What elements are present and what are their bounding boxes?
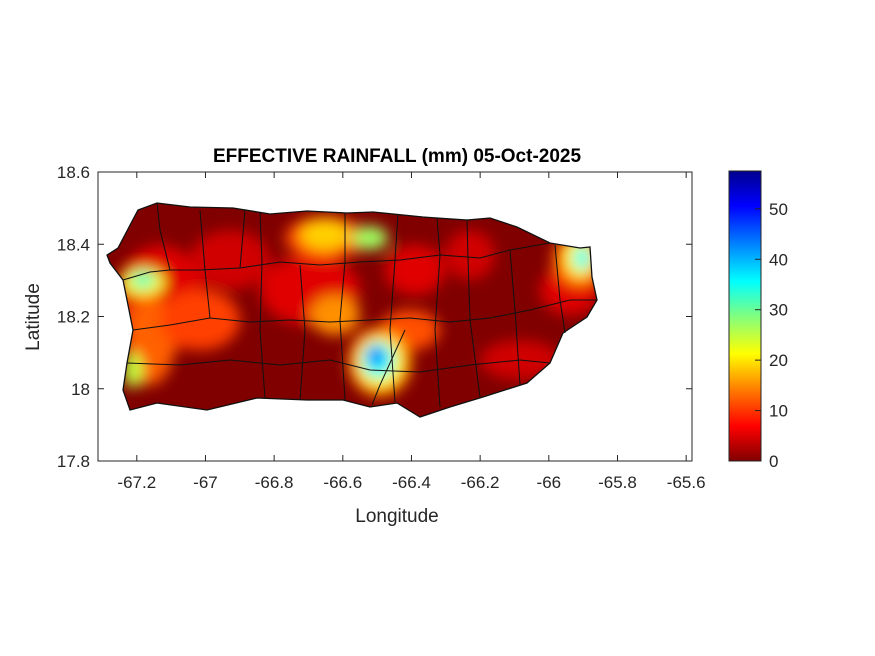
y-tick-label: 18.6: [57, 163, 90, 182]
colorbar-tick-label: 20: [769, 351, 788, 370]
y-tick-label: 18.2: [57, 308, 90, 327]
x-tick-label: -66: [537, 473, 562, 492]
x-axis: -67.2 -67 -66.8 -66.6 -66.4 -66.2 -66 -65.8 -65.…: [117, 172, 706, 492]
x-tick-label: -65.8: [598, 473, 637, 492]
x-tick-label: -65.6: [667, 473, 706, 492]
colorbar: [728, 170, 762, 462]
x-tick-label: -66.4: [392, 473, 431, 492]
y-axis-label: Latitude: [23, 283, 44, 351]
x-tick-label: -66.2: [461, 473, 500, 492]
x-tick-label: -67.2: [117, 473, 156, 492]
x-tick-label: -67: [193, 473, 218, 492]
colorbar-ticks: 0 10 20 30 40 50: [755, 200, 788, 471]
colorbar-tick-label: 30: [769, 301, 788, 320]
y-axis: 17.8 18 18.2 18.4 18.6: [57, 163, 692, 471]
colorbar-tick-label: 40: [769, 250, 788, 269]
colorbar-tick-label: 50: [769, 200, 788, 219]
x-tick-label: -66.6: [323, 473, 362, 492]
x-axis-label: Longitude: [355, 506, 438, 527]
y-tick-label: 18.4: [57, 235, 90, 254]
colorbar-tick-label: 0: [769, 452, 778, 471]
y-tick-label: 17.8: [57, 452, 90, 471]
y-tick-label: 18: [71, 380, 90, 399]
municipal-borders: [122, 202, 597, 408]
chart-title: EFFECTIVE RAINFALL (mm) 05-Oct-2025: [213, 146, 582, 167]
rainfall-field: [107, 203, 597, 417]
colorbar-tick-label: 10: [769, 402, 788, 421]
x-tick-label: -66.8: [255, 473, 294, 492]
